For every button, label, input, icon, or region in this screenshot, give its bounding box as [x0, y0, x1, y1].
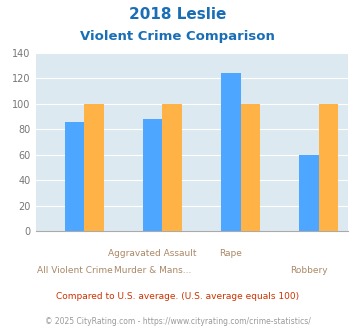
- Text: Aggravated Assault: Aggravated Assault: [108, 249, 197, 258]
- Text: Rape: Rape: [219, 249, 242, 258]
- Bar: [319, 104, 338, 231]
- Legend: Leslie, Georgia, National: Leslie, Georgia, National: [58, 329, 326, 330]
- Bar: [221, 73, 241, 231]
- Bar: [84, 104, 104, 231]
- Bar: [143, 119, 163, 231]
- Text: © 2025 CityRating.com - https://www.cityrating.com/crime-statistics/: © 2025 CityRating.com - https://www.city…: [45, 317, 310, 326]
- Text: Violent Crime Comparison: Violent Crime Comparison: [80, 30, 275, 43]
- Bar: [65, 121, 84, 231]
- Text: Murder & Mans...: Murder & Mans...: [114, 266, 191, 275]
- Bar: [241, 104, 260, 231]
- Text: 2018 Leslie: 2018 Leslie: [129, 7, 226, 21]
- Text: Compared to U.S. average. (U.S. average equals 100): Compared to U.S. average. (U.S. average …: [56, 292, 299, 301]
- Text: All Violent Crime: All Violent Crime: [37, 266, 113, 275]
- Bar: [299, 155, 319, 231]
- Text: Robbery: Robbery: [290, 266, 328, 275]
- Bar: [163, 104, 182, 231]
